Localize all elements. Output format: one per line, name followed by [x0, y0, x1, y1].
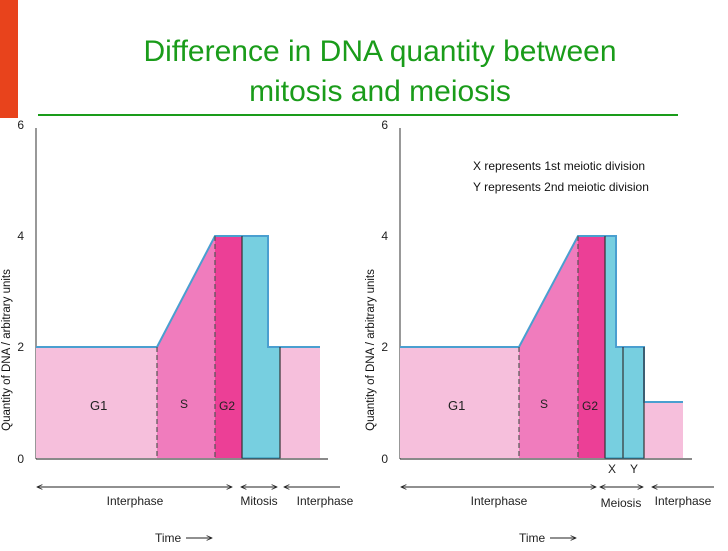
g1-region — [36, 347, 157, 458]
title-line-1: Difference in DNA quantity between — [143, 35, 617, 68]
y-axis-label: Quantity of DNA / arbitrary units — [365, 269, 377, 431]
ylabel: Quantity of DNA / arbitrary units — [1, 269, 13, 431]
stage-label-interphase-2: Interphase — [655, 494, 712, 508]
stage-label-mitosis: Mitosis — [240, 494, 277, 508]
g1-region — [400, 347, 519, 458]
ytick-4: 4 — [381, 229, 388, 243]
phase-labels: G1 S G2 — [90, 397, 235, 413]
s-region — [519, 236, 578, 458]
y-axis-ticks: 0 2 4 6 — [381, 118, 388, 466]
accent-bar — [0, 0, 18, 118]
stage-label-interphase-2: Interphase — [297, 494, 354, 508]
ytick-0: 0 — [381, 452, 388, 466]
phase-label-s: S — [540, 397, 548, 411]
phase-label-g2: G2 — [219, 399, 235, 413]
phase-label-g2: G2 — [582, 399, 598, 413]
division-mark-y: Y — [630, 462, 638, 476]
slide-title: Difference in DNA quantity between mitos… — [40, 32, 720, 112]
stage-label-interphase: Interphase — [471, 494, 528, 508]
phase-label-g1: G1 — [90, 398, 107, 413]
g2-region — [578, 236, 605, 458]
annotation-y: Y represents 2nd meiotic division — [473, 180, 649, 194]
s-region — [157, 236, 215, 458]
meiosis-chart: Quantity of DNA / arbitrary units 0 2 4 … — [364, 118, 728, 546]
phase-labels: G1 S G2 — [448, 397, 598, 413]
ytick-2: 2 — [381, 340, 388, 354]
ytick-4: 4 — [17, 229, 24, 243]
y-axis-ticks: 0 2 4 6 — [17, 118, 24, 466]
ytick-2: 2 — [17, 340, 24, 354]
ytick-6: 6 — [381, 118, 388, 132]
interphase2-region — [280, 347, 320, 458]
ytick-0: 0 — [17, 452, 24, 466]
division-mark-x: X — [608, 462, 616, 476]
title-rule — [38, 114, 678, 116]
phase-label-s: S — [180, 397, 188, 411]
interphase2-region — [644, 402, 683, 458]
mitosis-chart: Quantity of DNA / arbitrary units 0 2 4 … — [0, 118, 364, 546]
xlabel: Time — [155, 531, 182, 545]
phase-label-g1: G1 — [448, 398, 465, 413]
title-line-2: mitosis and meiosis — [249, 75, 511, 108]
y-axis-label: Quantity of DNA / arbitrary units — [1, 269, 13, 431]
annotation-x: X represents 1st meiotic division — [473, 159, 645, 173]
g2-region — [215, 236, 242, 458]
ylabel: Quantity of DNA / arbitrary units — [365, 269, 377, 431]
stage-label-meiosis: Meiosis — [601, 496, 642, 510]
ytick-6: 6 — [17, 118, 24, 132]
stage-label-interphase: Interphase — [107, 494, 164, 508]
xlabel: Time — [519, 531, 546, 545]
